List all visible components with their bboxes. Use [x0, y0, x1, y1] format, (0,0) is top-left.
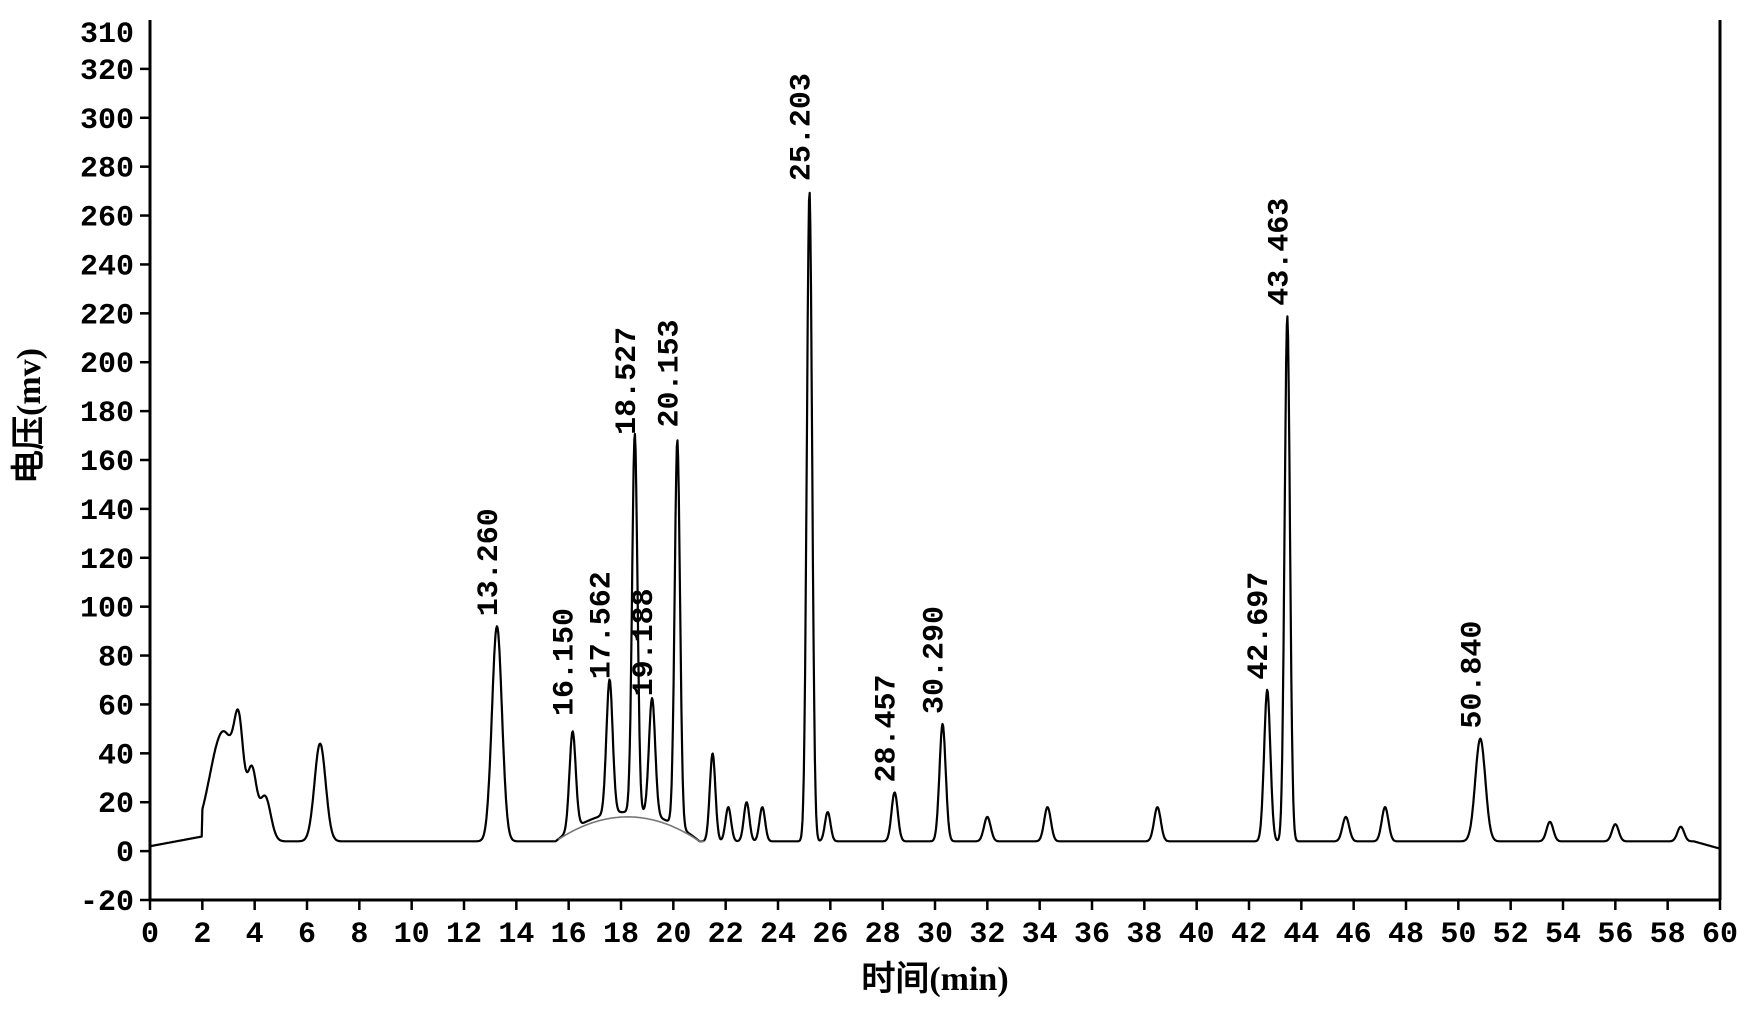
xtick-label: 60 [1702, 918, 1738, 952]
peak-label: 20.153 [653, 319, 687, 427]
peak-label: 42.697 [1243, 572, 1277, 680]
ytick-label: 200 [80, 348, 134, 382]
ytick-label: 180 [80, 397, 134, 431]
xtick-label: 4 [246, 918, 264, 952]
xtick-label: 24 [760, 918, 796, 952]
xtick-label: 20 [655, 918, 691, 952]
ytick-label: 260 [80, 202, 134, 236]
xtick-label: 10 [394, 918, 430, 952]
xtick-label: 44 [1283, 918, 1319, 952]
xtick-label: 6 [298, 918, 316, 952]
xtick-label: 0 [141, 918, 159, 952]
xtick-label: 22 [708, 918, 744, 952]
ytick-label: 120 [80, 544, 134, 578]
xtick-label: 56 [1597, 918, 1633, 952]
peak-label: 19.188 [628, 588, 662, 696]
chart-svg: -200204060801001201401601802002202402602… [0, 0, 1764, 1035]
xtick-label: 48 [1388, 918, 1424, 952]
xtick-label: 8 [350, 918, 368, 952]
ytick-label: 80 [98, 642, 134, 676]
xtick-label: 2 [193, 918, 211, 952]
y-axis-label: 电压(mv) [10, 348, 48, 484]
xtick-label: 34 [1022, 918, 1058, 952]
ytick-label: 300 [80, 104, 134, 138]
peak-label: 13.260 [473, 508, 507, 616]
chromatogram-chart: -200204060801001201401601802002202402602… [0, 0, 1764, 1035]
peak-label: 16.150 [549, 608, 583, 716]
ytick-label: 60 [98, 690, 134, 724]
peak-label: 25.203 [785, 73, 819, 181]
xtick-label: 42 [1231, 918, 1267, 952]
peak-label: 28.457 [871, 674, 905, 782]
xtick-label: 58 [1650, 918, 1686, 952]
xtick-label: 46 [1336, 918, 1372, 952]
xtick-label: 14 [498, 918, 534, 952]
ytick-label: 140 [80, 495, 134, 529]
xtick-label: 18 [603, 918, 639, 952]
peak-label: 50.840 [1456, 621, 1490, 729]
ytick-label: 320 [80, 55, 134, 89]
chromatogram-trace [150, 193, 1720, 849]
ytick-label-cutoff: 310 [80, 18, 134, 52]
peak-label: 43.463 [1263, 198, 1297, 306]
xtick-label: 28 [865, 918, 901, 952]
xtick-label: 50 [1440, 918, 1476, 952]
ytick-label: 220 [80, 299, 134, 333]
ytick-label: 40 [98, 739, 134, 773]
peak-label: 30.290 [919, 606, 953, 714]
ytick-label: 20 [98, 788, 134, 822]
xtick-label: 54 [1545, 918, 1581, 952]
ytick-label: 0 [116, 837, 134, 871]
xtick-label: 52 [1493, 918, 1529, 952]
xtick-label: 12 [446, 918, 482, 952]
xtick-label: 32 [969, 918, 1005, 952]
xtick-label: 38 [1126, 918, 1162, 952]
xtick-label: 30 [917, 918, 953, 952]
ytick-label: -20 [80, 886, 134, 920]
xtick-label: 26 [812, 918, 848, 952]
ytick-label: 160 [80, 446, 134, 480]
x-axis-label: 时间(min) [861, 960, 1008, 998]
xtick-label: 16 [551, 918, 587, 952]
peak-label: 17.562 [586, 571, 620, 679]
peak-label: 18.527 [611, 327, 645, 435]
ytick-label: 100 [80, 593, 134, 627]
ytick-label: 280 [80, 153, 134, 187]
xtick-label: 36 [1074, 918, 1110, 952]
ytick-label: 240 [80, 250, 134, 284]
xtick-label: 40 [1179, 918, 1215, 952]
